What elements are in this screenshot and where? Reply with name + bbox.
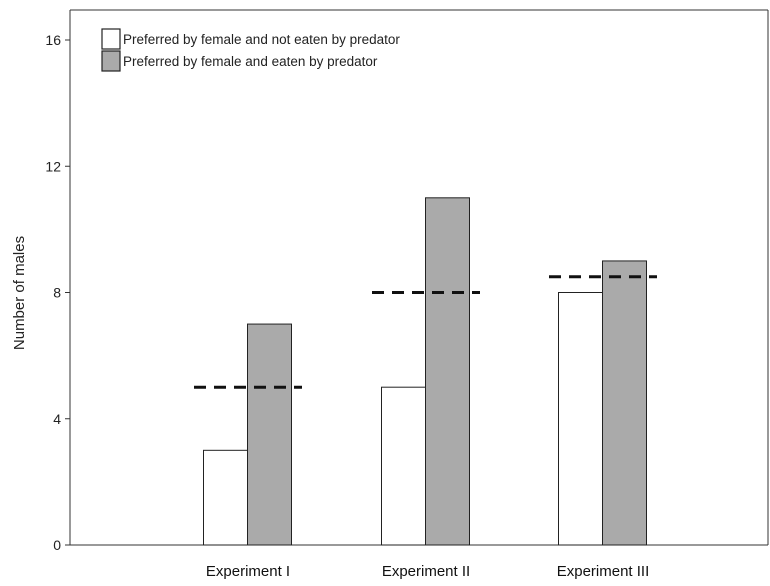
- legend-label: Preferred by female and eaten by predato…: [123, 54, 378, 69]
- bar-not-eaten-2: [381, 386, 426, 546]
- legend: Preferred by female and not eaten by pre…: [101, 28, 400, 72]
- y-tick-label: 4: [53, 411, 61, 427]
- legend-swatch: [101, 28, 121, 50]
- x-category-label: Experiment III: [557, 563, 650, 580]
- bar-eaten-3: [602, 260, 647, 546]
- x-category-label: Experiment II: [382, 563, 470, 580]
- legend-swatch: [101, 50, 121, 72]
- bar-not-eaten-1: [203, 449, 248, 546]
- bar-eaten-2: [425, 197, 470, 546]
- axes: [69, 9, 769, 546]
- bars: [203, 197, 647, 546]
- category-labels: Experiment I Experiment II Experiment III: [206, 563, 649, 580]
- y-axis-label: Number of males: [11, 236, 28, 350]
- reference-lines: [194, 275, 657, 389]
- y-ticks: 0 4 8 12 16: [45, 32, 70, 553]
- bar-eaten-1: [247, 323, 292, 546]
- y-tick-label: 8: [53, 285, 61, 301]
- legend-label: Preferred by female and not eaten by pre…: [123, 32, 400, 47]
- y-tick-label: 0: [53, 537, 61, 553]
- y-tick-label: 16: [45, 32, 61, 48]
- y-tick-label: 12: [45, 158, 61, 174]
- bar-not-eaten-3: [558, 292, 603, 546]
- x-category-label: Experiment I: [206, 563, 290, 580]
